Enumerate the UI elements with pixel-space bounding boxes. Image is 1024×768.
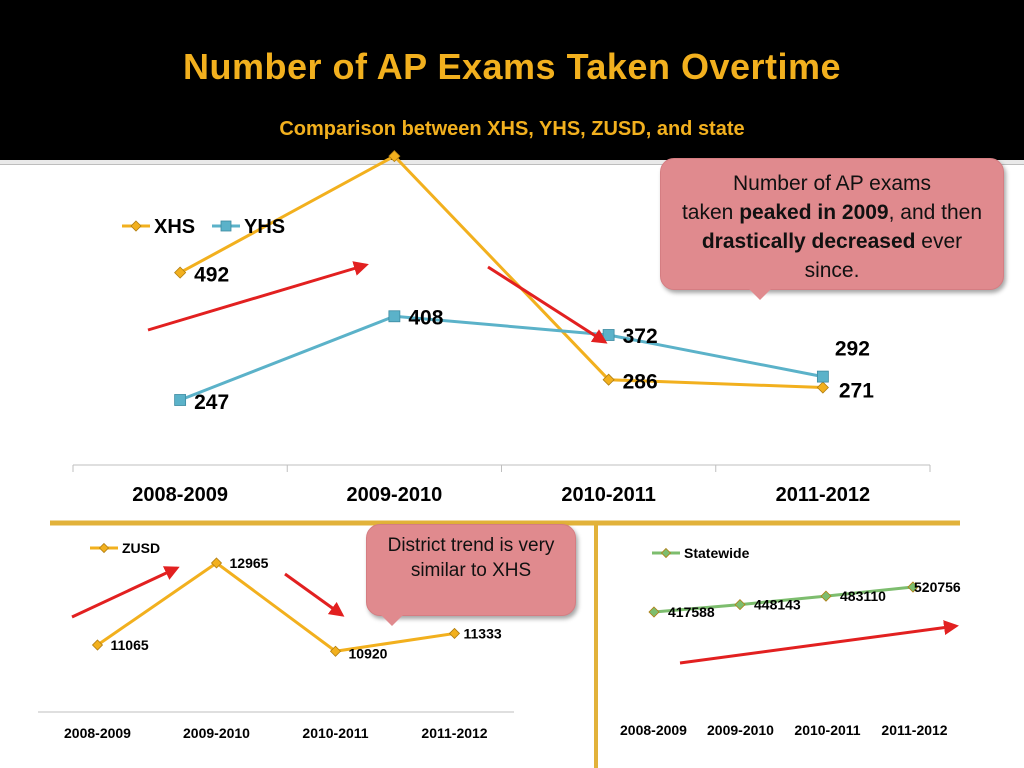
- zusd-point: [91, 639, 104, 651]
- yhs-point: [816, 370, 829, 383]
- statewide-point: [820, 590, 832, 602]
- zusd-data-label: 10920: [349, 645, 388, 661]
- statewide-chart: 2008-2009 2009-2010 2010-2011 2011-2012 4175…: [620, 545, 961, 738]
- xhs-point: [388, 150, 401, 163]
- x-tick-label: 2009-2010: [183, 725, 250, 741]
- slide-subtitle: Comparison between XHS, YHS, ZUSD, and s…: [279, 118, 745, 140]
- yhs-point: [174, 394, 187, 406]
- zusd-point: [210, 557, 223, 569]
- callout-peak-post: ever since.: [804, 230, 963, 282]
- yhs-point: [602, 329, 615, 341]
- header-divider: [0, 160, 1024, 165]
- zusd-series-line: [96, 561, 455, 653]
- callout-district-text: District trend is very similar to XHS: [387, 535, 555, 581]
- x-tick-label: 2010-2011: [561, 484, 656, 506]
- zusd-point: [329, 645, 342, 657]
- legend-marker: [130, 220, 142, 232]
- x-tick-label: 2008-2009: [64, 725, 131, 741]
- xhs-series-line: [179, 154, 823, 390]
- yhs-series-line: [179, 314, 824, 402]
- x-tick-label: 2011-2012: [421, 725, 487, 741]
- xhs-point: [602, 373, 615, 386]
- zusd-data-label: 11065: [111, 637, 149, 653]
- legend-label-zusd: ZUSD: [122, 540, 160, 556]
- x-tick-label: 2009-2010: [347, 484, 443, 506]
- xhs-data-label: 492: [194, 264, 229, 287]
- x-tick-label: 2009-2010: [707, 722, 774, 738]
- statewide-data-label: 520756: [914, 579, 961, 595]
- panel-dividers: [50, 520, 960, 768]
- legend-marker: [660, 547, 672, 559]
- yhs-data-label: 408: [408, 306, 443, 329]
- callout-peak-mid: , and then: [888, 201, 983, 224]
- statewide-point: [734, 599, 746, 611]
- trend-arrow-down: [487, 265, 608, 344]
- legend-label-statewide: Statewide: [684, 545, 750, 561]
- xhs-data-label: 716: [408, 134, 443, 157]
- statewide-data-label: 417588: [668, 604, 715, 620]
- zusd-arrow-down: [284, 572, 345, 617]
- x-tick-label: 2011-2012: [881, 722, 947, 738]
- slide-header: Number of AP Exams Taken Overtime Compar…: [0, 0, 1024, 160]
- callout-peak-bold2: drastically decreased: [701, 230, 916, 253]
- zusd-chart: 2008-2009 2009-2010 2010-2011 2011-2012 1106…: [38, 540, 514, 741]
- callout-district: District trend is very similar to XHS: [366, 524, 576, 616]
- callout-peak-line1: Number of AP exams: [732, 172, 932, 195]
- x-tick-label: 2010-2011: [794, 722, 860, 738]
- yhs-data-label: 372: [623, 325, 658, 348]
- legend-marker: [98, 542, 110, 554]
- main-chart: 2008-2009 2009-2010 2010-2011 2011-2012 492 7…: [72, 134, 931, 506]
- xhs-data-label: 286: [623, 371, 658, 394]
- zusd-data-label: 12965: [230, 555, 269, 571]
- slide-title: Number of AP Exams Taken Overtime: [182, 46, 842, 87]
- xhs-data-label: 271: [839, 380, 874, 403]
- legend-label-xhs: XHS: [154, 216, 195, 238]
- x-tick-label: 2010-2011: [302, 725, 368, 741]
- legend-marker: [220, 220, 232, 232]
- legend-label-yhs: YHS: [244, 216, 285, 238]
- callout-peak-tail: [748, 288, 772, 300]
- x-tick-label: 2008-2009: [132, 484, 228, 506]
- yhs-data-label: 247: [194, 391, 229, 414]
- statewide-data-label: 483110: [840, 588, 886, 604]
- zusd-arrow-up: [71, 566, 180, 619]
- yhs-point: [388, 310, 401, 323]
- statewide-point: [907, 581, 919, 593]
- trend-arrow-up: [147, 261, 369, 332]
- callout-peak-bold1: peaked in 2009: [739, 201, 889, 224]
- zusd-point: [448, 627, 461, 639]
- statewide-series-line: [653, 585, 914, 614]
- zusd-data-label: 11333: [464, 625, 502, 641]
- statewide-arrow-up: [679, 620, 959, 665]
- xhs-point: [174, 266, 187, 279]
- callout-peak: Number of AP exams taken peaked in 2009,…: [660, 158, 1004, 290]
- x-tick-label: 2008-2009: [620, 722, 687, 738]
- statewide-data-label: 448143: [754, 597, 801, 613]
- yhs-data-label: 292: [835, 338, 870, 361]
- statewide-point: [648, 606, 660, 618]
- xhs-point: [816, 381, 829, 394]
- callout-peak-pre: taken: [681, 201, 740, 224]
- callout-district-tail: [380, 614, 404, 626]
- x-tick-label: 2011-2012: [776, 484, 871, 506]
- trend-arrows: [71, 261, 959, 665]
